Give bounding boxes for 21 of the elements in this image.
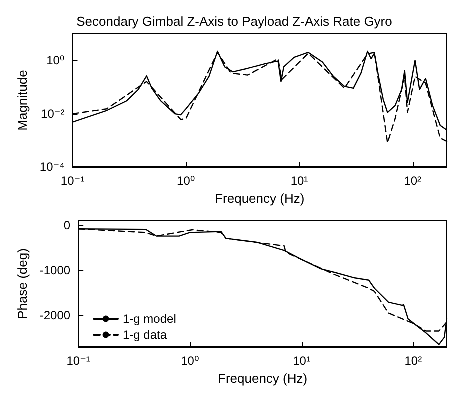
x-tick-label: 10⁻¹	[66, 354, 90, 368]
y-tick-label: 10⁻⁴	[40, 160, 65, 174]
y-tick-label: 0	[64, 218, 71, 232]
x-tick-label: 10²	[404, 354, 422, 368]
x-tick-label: 10⁻¹	[60, 174, 85, 188]
y-axis-title: Magnitude	[15, 70, 30, 131]
x-tick-label: 10⁰	[177, 174, 196, 188]
x-tick-label: 10¹	[293, 354, 310, 368]
x-tick-label: 10¹	[290, 174, 308, 188]
y-axis-title: Phase (deg)	[15, 248, 30, 320]
legend-label: 1-g model	[123, 312, 176, 326]
legend-label: 1-g data	[123, 328, 168, 342]
y-tick-label: -1000	[40, 264, 71, 278]
y-tick-label: 10⁰	[46, 54, 65, 68]
chart-title: Secondary Gimbal Z-Axis to Payload Z-Axis Rate Gyro	[76, 14, 392, 29]
x-axis-title: Frequency (Hz)	[218, 370, 308, 386]
x-axis-title: Frequency (Hz)	[215, 190, 305, 206]
y-tick-label: 10⁻²	[41, 106, 65, 121]
y-tick-label: -2000	[40, 308, 71, 322]
x-tick-label: 10²	[404, 174, 422, 188]
x-tick-label: 10⁰	[181, 354, 200, 368]
